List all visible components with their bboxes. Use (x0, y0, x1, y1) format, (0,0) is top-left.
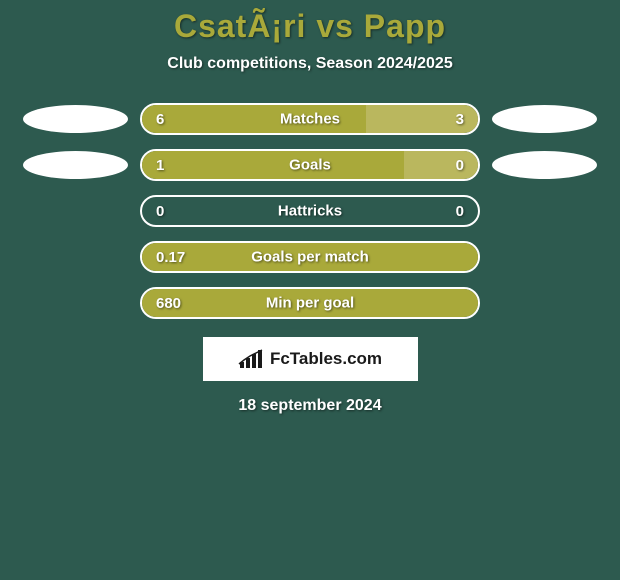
stat-value-left: 680 (142, 295, 181, 312)
stat-bar: 1 0 Goals (140, 149, 480, 181)
subtitle: Club competitions, Season 2024/2025 (0, 55, 620, 73)
stat-label: Goals per match (251, 249, 369, 266)
stat-bar: 0.17 Goals per match (140, 241, 480, 273)
rank-badge-left (23, 151, 128, 179)
stat-row: 0 0 Hattricks (0, 195, 620, 227)
stat-label: Matches (280, 111, 340, 128)
stat-label: Hattricks (278, 203, 342, 220)
stat-row: 6 3 Matches (0, 103, 620, 135)
stat-value-right: 3 (456, 111, 478, 128)
stat-value-left: 0 (142, 203, 164, 220)
stat-row: 1 0 Goals (0, 149, 620, 181)
comparison-card: CsatÃ¡ri vs Papp Club competitions, Seas… (0, 0, 620, 580)
barchart-icon (238, 348, 264, 370)
logo-box[interactable]: FcTables.com (203, 337, 418, 381)
stat-value-left: 0.17 (142, 249, 185, 266)
stat-value-right: 0 (456, 203, 478, 220)
stat-bar: 0 0 Hattricks (140, 195, 480, 227)
page-title: CsatÃ¡ri vs Papp (0, 8, 620, 45)
rank-badge-right (492, 151, 597, 179)
stat-bar: 680 Min per goal (140, 287, 480, 319)
bar-left-segment: 1 (142, 151, 404, 179)
stat-row: 680 Min per goal (0, 287, 620, 319)
rank-badge-left (23, 105, 128, 133)
bar-right-segment: 0 (404, 151, 478, 179)
stat-value-left: 6 (142, 111, 164, 128)
date-text: 18 september 2024 (0, 397, 620, 415)
logo-text: FcTables.com (270, 349, 382, 369)
stat-row: 0.17 Goals per match (0, 241, 620, 273)
stat-value-left: 1 (142, 157, 164, 174)
bar-right-segment: 3 (366, 105, 478, 133)
rank-badge-right (492, 105, 597, 133)
stat-label: Goals (289, 157, 331, 174)
stats-area: 6 3 Matches 1 0 Goals 0 0 Hattricks 0.17 Goals per… (0, 103, 620, 319)
stat-label: Min per goal (266, 295, 354, 312)
stat-bar: 6 3 Matches (140, 103, 480, 135)
stat-value-right: 0 (456, 157, 478, 174)
